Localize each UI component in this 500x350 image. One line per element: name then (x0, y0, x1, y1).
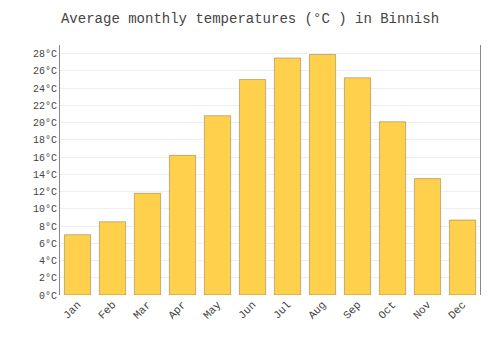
svg-text:20°C: 20°C (33, 118, 57, 129)
svg-text:22°C: 22°C (33, 101, 57, 112)
svg-text:Feb: Feb (96, 299, 118, 321)
svg-text:Sep: Sep (341, 299, 363, 321)
svg-text:12°C: 12°C (33, 187, 57, 198)
svg-text:14°C: 14°C (33, 170, 57, 181)
svg-text:8°C: 8°C (39, 222, 57, 233)
svg-text:24°C: 24°C (33, 84, 57, 95)
svg-text:2°C: 2°C (39, 273, 57, 284)
svg-text:Nov: Nov (411, 299, 434, 322)
svg-text:6°C: 6°C (39, 239, 57, 250)
svg-text:Dec: Dec (446, 299, 468, 321)
svg-text:Mar: Mar (131, 299, 153, 321)
svg-text:16°C: 16°C (33, 153, 57, 164)
svg-text:May: May (201, 299, 224, 322)
svg-text:Average monthly temperatures (: Average monthly temperatures (°C ) in Bi… (61, 11, 439, 27)
svg-text:Jan: Jan (61, 299, 83, 321)
svg-text:Oct: Oct (376, 299, 398, 321)
svg-text:26°C: 26°C (33, 66, 57, 77)
svg-text:4°C: 4°C (39, 256, 57, 267)
svg-text:10°C: 10°C (33, 204, 57, 215)
svg-text:Jun: Jun (236, 299, 258, 321)
svg-text:0°C: 0°C (39, 291, 57, 302)
svg-text:Aug: Aug (306, 299, 328, 321)
svg-text:18°C: 18°C (33, 135, 57, 146)
svg-text:28°C: 28°C (33, 49, 57, 60)
svg-text:Jul: Jul (271, 299, 293, 321)
svg-text:Apr: Apr (166, 299, 188, 321)
